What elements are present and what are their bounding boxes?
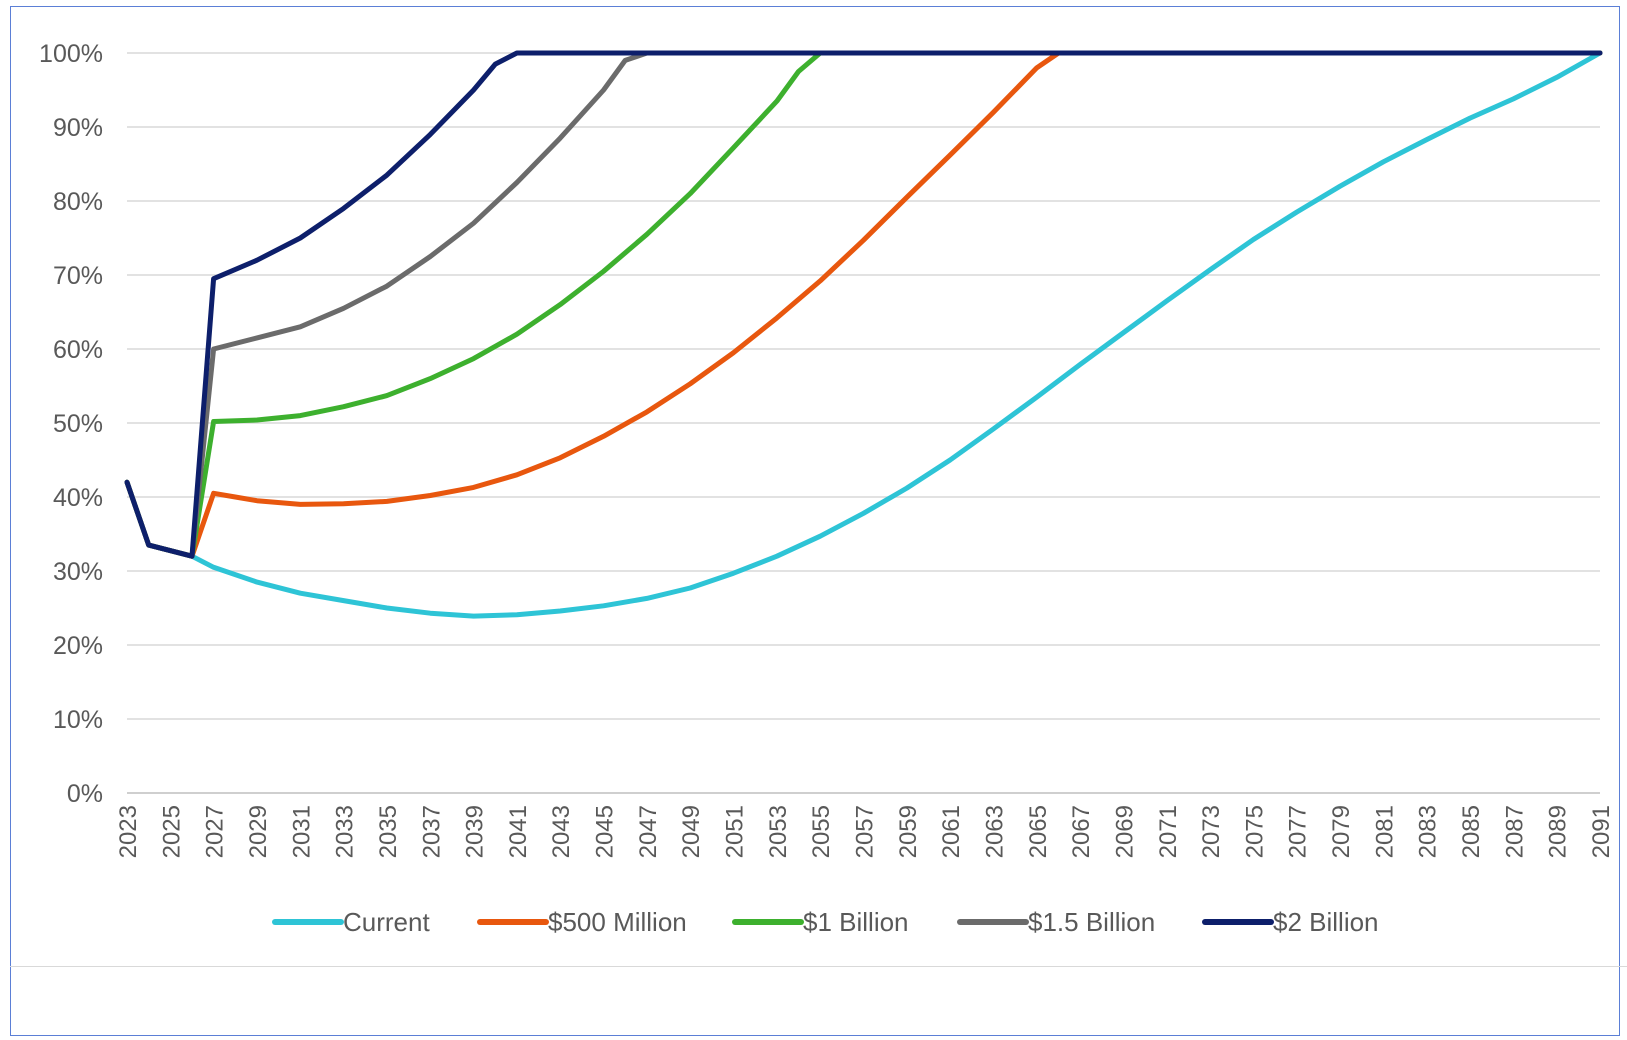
x-tick-label: 2023	[115, 805, 142, 858]
series-line-1-billion	[124, 50, 1603, 559]
x-tick-label: 2027	[202, 805, 229, 858]
footer-divider	[10, 966, 1627, 967]
y-tick-label: 10%	[53, 706, 103, 734]
x-tick-label: 2069	[1111, 805, 1138, 858]
y-tick-label: 90%	[53, 114, 103, 142]
x-tick-label: 2061	[938, 805, 965, 858]
series-line-500-million	[124, 50, 1603, 559]
y-tick-label: 100%	[39, 40, 103, 68]
series-line-2-billion	[124, 50, 1603, 559]
y-tick-label: 20%	[53, 632, 103, 660]
y-tick-label: 60%	[53, 336, 103, 364]
y-tick-label: 30%	[53, 558, 103, 586]
series-line-current	[124, 50, 1603, 619]
x-tick-label: 2081	[1371, 805, 1398, 858]
y-tick-label: 40%	[53, 484, 103, 512]
x-tick-label: 2077	[1285, 805, 1312, 858]
x-tick-label: 2035	[375, 805, 402, 858]
x-tick-label: 2033	[332, 805, 359, 858]
x-tick-label: 2047	[635, 805, 662, 858]
x-tick-label: 2063	[981, 805, 1008, 858]
x-tick-label: 2045	[592, 805, 619, 858]
x-tick-label: 2031	[288, 805, 315, 858]
x-tick-label: 2071	[1155, 805, 1182, 858]
x-tick-label: 2041	[505, 805, 532, 858]
y-tick-label: 50%	[53, 410, 103, 438]
x-tick-label: 2037	[418, 805, 445, 858]
x-tick-label: 2059	[895, 805, 922, 858]
x-tick-label: 2055	[808, 805, 835, 858]
legend-label-2-billion: $2 Billion	[1273, 907, 1379, 937]
legend-label-1-billion: $1 Billion	[803, 907, 909, 937]
x-tick-label: 2039	[462, 805, 489, 858]
x-tick-label: 2049	[678, 805, 705, 858]
legend-label-current: Current	[343, 907, 430, 937]
x-tick-label: 2051	[722, 805, 749, 858]
x-axis-ticks: 2023 2025 2027 2029 2031 2033 2035 2037 2039 2041…	[115, 805, 1615, 858]
series-line-1-5-billion	[124, 50, 1603, 559]
x-tick-label: 2053	[765, 805, 792, 858]
legend-label-1-5-billion: $1.5 Billion	[1028, 907, 1155, 937]
x-tick-label: 2029	[245, 805, 272, 858]
y-axis-ticks: 0% 10% 20% 30% 40% 50% 60% 70% 80% 90% 100%	[39, 40, 103, 808]
x-tick-label: 2043	[548, 805, 575, 858]
x-tick-label: 2073	[1198, 805, 1225, 858]
x-tick-label: 2091	[1588, 805, 1615, 858]
x-tick-label: 2075	[1241, 805, 1268, 858]
x-tick-label: 2089	[1545, 805, 1572, 858]
x-tick-label: 2079	[1328, 805, 1355, 858]
legend: Current $500 Million $1 Billion $1.5 Billio…	[272, 907, 1379, 937]
x-tick-label: 2083	[1415, 805, 1442, 858]
x-tick-label: 2065	[1025, 805, 1052, 858]
y-tick-label: 70%	[53, 262, 103, 290]
series-lines	[124, 50, 1603, 619]
y-tick-label: 0%	[67, 780, 103, 808]
x-tick-label: 2085	[1458, 805, 1485, 858]
x-tick-label: 2067	[1068, 805, 1095, 858]
grid-lines	[127, 52, 1600, 794]
legend-label-500-million: $500 Million	[548, 907, 687, 937]
y-tick-label: 80%	[53, 188, 103, 216]
x-tick-label: 2057	[852, 805, 879, 858]
x-tick-label: 2087	[1501, 805, 1528, 858]
x-tick-label: 2025	[158, 805, 185, 858]
